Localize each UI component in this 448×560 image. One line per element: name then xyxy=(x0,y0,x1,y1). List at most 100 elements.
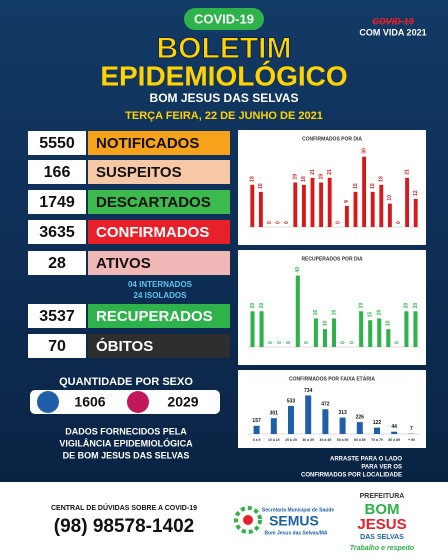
bar xyxy=(370,191,375,227)
stat-label: NOTIFICADOS xyxy=(96,135,199,152)
stat-value-box xyxy=(28,131,86,155)
value-label: 0 xyxy=(284,221,290,224)
bar xyxy=(356,422,363,434)
stat-label-box xyxy=(88,131,230,155)
bar xyxy=(331,318,337,347)
value-label: 16 xyxy=(313,310,319,316)
semus-sub: Bom Jesus das Selvas/MA xyxy=(264,530,327,536)
x-tick-label: 60 a 69 xyxy=(354,438,366,442)
value-label: 9 xyxy=(344,200,350,203)
chart-panel xyxy=(238,370,426,448)
active-detail: 04 INTERNADOS xyxy=(128,280,193,289)
male-count: 1606 xyxy=(74,394,105,410)
bar xyxy=(362,156,367,227)
value-label: 44 xyxy=(391,424,397,430)
source: VIGILÂNCIA EPIDEMIOLÓGICA xyxy=(59,437,193,448)
x-tick-label: 50 a 59 xyxy=(337,438,349,442)
x-tick-label: 0 a 9 xyxy=(253,438,261,442)
stat-label-box xyxy=(88,251,230,275)
male-icon xyxy=(37,391,59,413)
bar xyxy=(250,184,255,227)
bar xyxy=(250,311,255,347)
source: DADOS FORNECIDOS PELA xyxy=(65,426,187,436)
value-label: 301 xyxy=(270,411,279,417)
sex-box xyxy=(30,390,220,414)
bar xyxy=(301,184,306,227)
stat-label-box xyxy=(88,190,230,214)
slogan: Trabalho e respeito xyxy=(350,545,415,552)
tag-pill xyxy=(184,8,264,30)
stat-value: 28 xyxy=(48,255,66,272)
stat-label: SUSPEITOS xyxy=(96,164,182,181)
value-label: 0 xyxy=(277,341,283,344)
stat-value: 70 xyxy=(48,338,66,355)
bar xyxy=(373,427,381,434)
title: BOLETIM xyxy=(157,32,292,65)
stat-value: 5550 xyxy=(39,135,75,152)
bar xyxy=(305,395,312,434)
x-tick-label: + 90 xyxy=(408,438,415,442)
bar xyxy=(322,329,327,347)
place: BOM JESUS DAS SELVAS xyxy=(150,91,299,105)
value-label: 40 xyxy=(295,267,301,273)
bar xyxy=(327,177,332,227)
stat-label-box xyxy=(88,160,230,184)
value-label: 313 xyxy=(338,410,347,416)
bar xyxy=(359,311,364,347)
female-count: 2029 xyxy=(167,394,198,410)
date: TERÇA FEIRA, 22 DE JUNHO DE 2021 xyxy=(125,110,323,122)
value-label: 15 xyxy=(368,311,374,317)
x-tick-label: 80 a 89 xyxy=(388,438,400,442)
value-label: 20 xyxy=(259,303,265,309)
value-label: 21 xyxy=(404,169,410,175)
stat-label: ÓBITOS xyxy=(96,337,153,355)
female-icon xyxy=(127,391,149,413)
pref-jesus: JESUS xyxy=(357,516,406,533)
value-label: 10 xyxy=(387,195,393,201)
value-label: 0 xyxy=(340,341,346,344)
value-label: 15 xyxy=(258,183,264,189)
stat-value-box xyxy=(28,160,86,184)
value-label: 0 xyxy=(304,341,310,344)
stat-value: 166 xyxy=(44,164,71,181)
value-label: 12 xyxy=(413,190,419,196)
stat-label-box xyxy=(88,334,230,358)
bar xyxy=(293,182,298,227)
bar xyxy=(353,191,358,227)
bar xyxy=(344,205,349,227)
chart-panel xyxy=(238,130,426,245)
bar xyxy=(295,275,300,347)
bar xyxy=(322,409,329,434)
logo-dot xyxy=(243,515,253,525)
bar xyxy=(405,177,410,227)
value-label: 0 xyxy=(349,341,355,344)
stats: 5550 NOTIFICADOS 166 SUSPEITOS 1749 DESCARTAD… xyxy=(28,131,230,358)
value-label: 18 xyxy=(250,176,256,182)
value-label: 20 xyxy=(413,303,419,309)
stat-value: 3635 xyxy=(39,224,75,241)
value-label: 19 xyxy=(293,174,299,180)
stat-label: DESCARTADOS xyxy=(96,194,211,211)
value-label: 15 xyxy=(370,183,376,189)
x-tick-label: 40 a 49 xyxy=(320,438,332,442)
stat-value: 3537 xyxy=(39,308,75,325)
footer xyxy=(0,482,448,560)
value-label: 734 xyxy=(304,388,313,394)
stat-value-box xyxy=(28,334,86,358)
value-label: 226 xyxy=(356,414,365,420)
value-label: 7 xyxy=(410,426,413,432)
value-label: 20 xyxy=(250,303,256,309)
bar xyxy=(259,311,264,347)
stat-label-box xyxy=(88,220,230,244)
bar xyxy=(413,311,418,347)
semus-logo: Secretaria Municipal de Saúde SEMUS Bom … xyxy=(234,506,334,536)
sex-title: QUANTIDADE POR SEXO xyxy=(59,376,193,388)
bar xyxy=(270,418,277,434)
pref: PREFEITURA xyxy=(360,493,405,500)
bar xyxy=(404,311,409,347)
contact-label: CENTRAL DE DÚVIDAS SOBRE A COVID-19 xyxy=(51,503,197,512)
title: EPIDEMIOLÓGICO xyxy=(100,60,347,91)
value-label: 15 xyxy=(353,183,359,189)
